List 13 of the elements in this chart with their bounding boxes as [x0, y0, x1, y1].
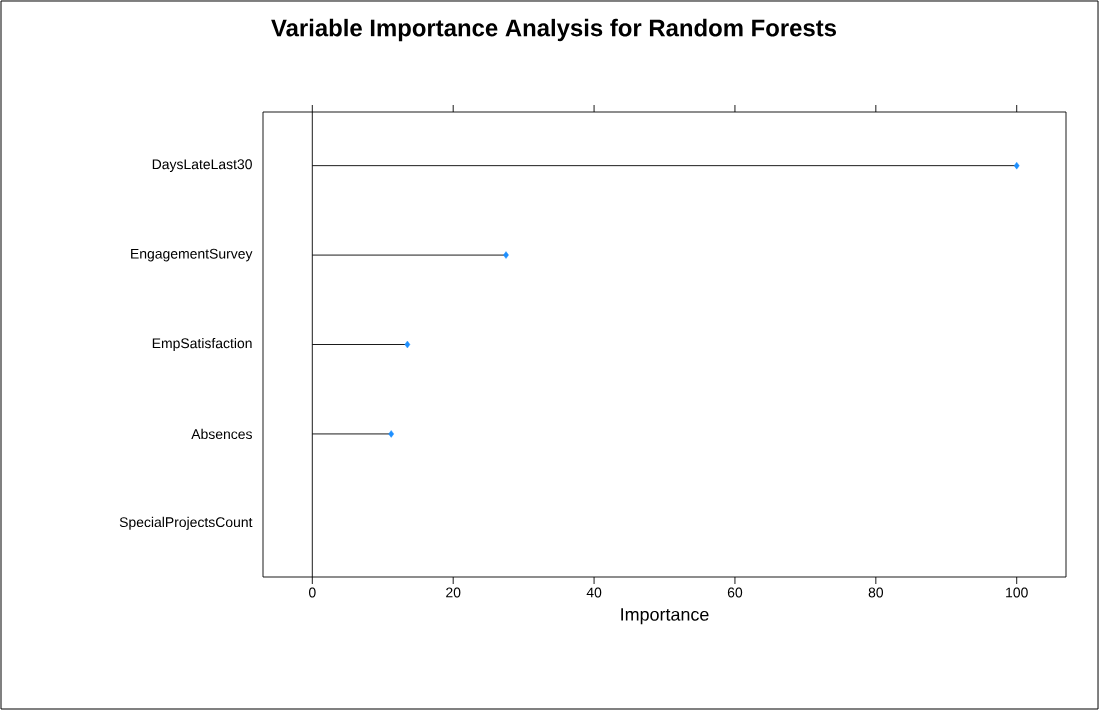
x-axis-title: Importance	[621, 608, 709, 625]
x-tick-label: 80	[868, 587, 884, 598]
y-tick-label: DaysLateLast30	[152, 159, 252, 172]
y-tick-label: EngagementSurvey	[131, 248, 253, 262]
x-tick-label: 0	[308, 587, 316, 598]
y-tick-label: EmpSatisfaction	[152, 338, 252, 351]
x-tick-label: 40	[586, 587, 602, 598]
x-tick-label: 20	[446, 587, 461, 598]
x-tick-label: 60	[727, 587, 743, 598]
y-tick-label: SpecialProjectsCount	[119, 516, 253, 530]
y-tick-label: Absences	[191, 428, 252, 440]
chart-title: Variable Importance Analysis for Random Forests	[271, 18, 836, 42]
x-tick-label: 100	[1006, 587, 1028, 598]
